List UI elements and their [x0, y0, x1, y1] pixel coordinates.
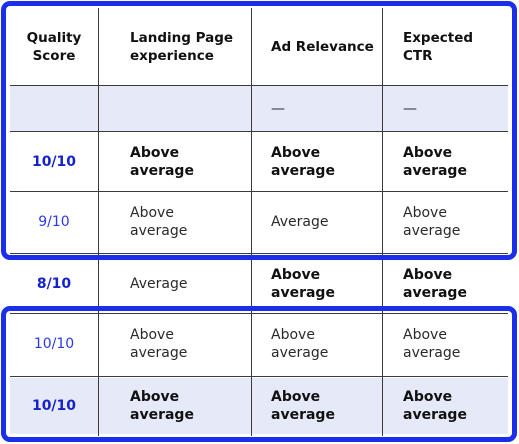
row-divider [10, 85, 508, 86]
cell-landing-page: Above average [130, 205, 188, 239]
cell-ad-relevance: Average [271, 214, 329, 230]
cell-quality-score [10, 86, 98, 131]
row-divider [10, 253, 508, 254]
row-divider [10, 131, 508, 132]
cell-expected-ctr: — [403, 100, 417, 117]
cell-expected-ctr: Above average [403, 144, 467, 179]
cell-landing-page: Above average [130, 327, 188, 361]
cell-expected-ctr: Above average [403, 389, 467, 423]
table-header-row: Quality Score Landing Page experience Ad… [10, 8, 508, 85]
cell-quality-score: 10/10 [33, 336, 75, 352]
table-row: 10/10 Above average Above average Above … [10, 378, 508, 434]
cell-ad-relevance: Above average [271, 144, 335, 179]
cell-ad-relevance: Above average [271, 327, 329, 361]
column-divider [251, 8, 252, 436]
cell-expected-ctr: Above average [403, 327, 461, 361]
cell-landing-page [118, 86, 242, 131]
column-divider [98, 8, 99, 436]
cell-quality-score: 9/10 [38, 214, 70, 230]
cell-landing-page: Average [130, 275, 188, 292]
table-row: 9/10 Above average Average Above average [10, 192, 508, 252]
cell-quality-score: 8/10 [36, 275, 72, 292]
cell-landing-page: Above average [130, 389, 194, 423]
column-divider [382, 8, 383, 436]
table-row: 8/10 Average Above average Above average [10, 255, 508, 312]
cell-expected-ctr: Above average [403, 205, 461, 239]
row-divider [10, 376, 508, 377]
table-row: — — [10, 86, 508, 131]
cell-quality-score: 10/10 [31, 153, 77, 170]
cell-ad-relevance: Above average [271, 266, 335, 301]
row-divider [10, 313, 508, 314]
row-divider [10, 191, 508, 192]
header-landing-page-experience: Landing Page experience [130, 29, 234, 64]
table-row: 10/10 Above average Above average Above … [10, 132, 508, 191]
cell-ad-relevance: — [271, 100, 285, 117]
cell-ad-relevance: Above average [271, 389, 335, 423]
cell-landing-page: Above average [130, 144, 194, 179]
cell-quality-score: 10/10 [31, 398, 77, 414]
header-expected-ctr: Expected CTR [403, 29, 474, 64]
header-ad-relevance: Ad Relevance [271, 38, 374, 55]
table-row: 10/10 Above average Above average Above … [10, 314, 508, 374]
cell-expected-ctr: Above average [403, 266, 467, 301]
header-quality-score: Quality Score [26, 29, 82, 64]
